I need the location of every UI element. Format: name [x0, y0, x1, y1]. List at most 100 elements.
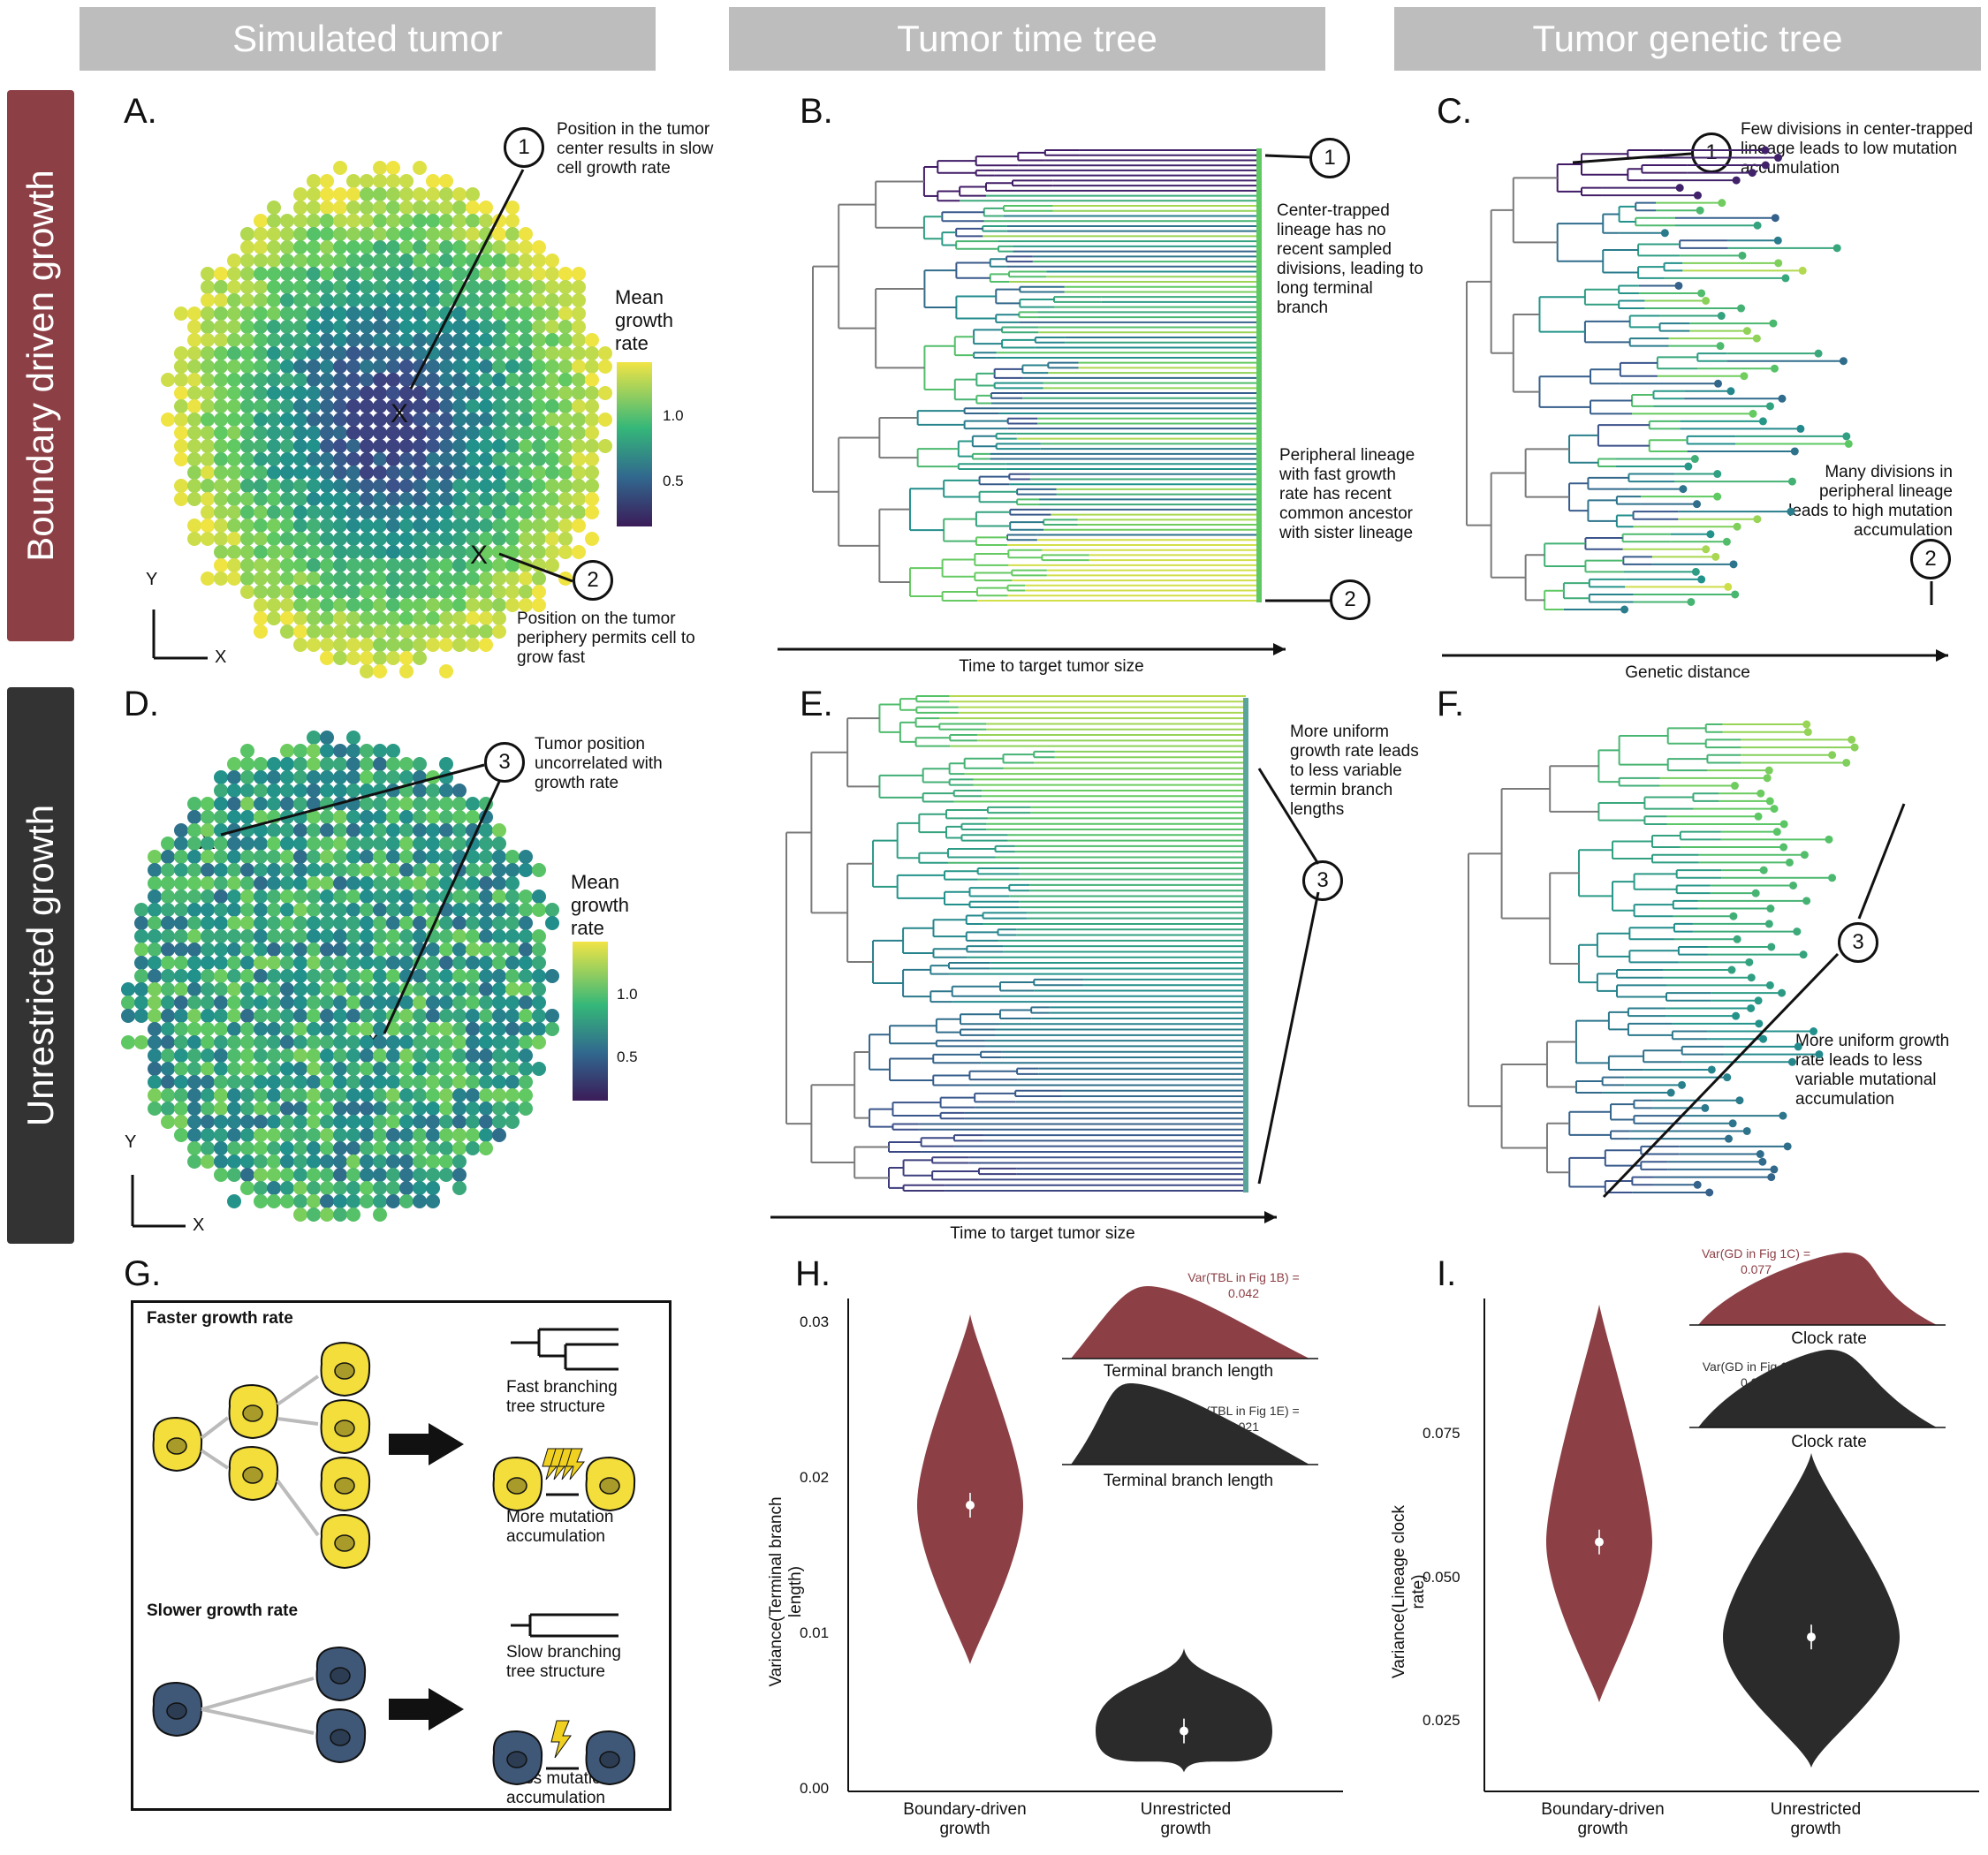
tumor-cell: [267, 479, 281, 493]
tip: [1767, 1173, 1776, 1182]
tumor-cell: [519, 360, 533, 374]
tumor-cell: [227, 996, 241, 1010]
tumor-cell: [201, 333, 215, 347]
tumor-cell: [373, 161, 387, 175]
tumor-cell: [545, 505, 559, 519]
tumor-cell: [399, 1009, 414, 1023]
tumor-cell: [201, 1075, 215, 1089]
tumor-cell: [532, 413, 546, 427]
tumor-cell: [187, 452, 201, 466]
tumor-cell: [452, 850, 467, 864]
tumor-cell: [307, 346, 321, 360]
tumor-cell: [148, 1062, 162, 1076]
tumor-cell: [572, 280, 586, 294]
tumor-cell: [333, 227, 347, 241]
tip: [1832, 244, 1841, 253]
tumor-cell: [373, 293, 387, 307]
tip: [1753, 515, 1762, 524]
tumor-cell: [386, 797, 400, 811]
tumor-cell: [320, 307, 334, 321]
tumor-cell: [479, 413, 493, 427]
tumor-cell: [280, 1062, 294, 1076]
tumor-cell: [307, 996, 321, 1010]
tumor-cell: [360, 651, 374, 665]
tumor-cell: [267, 1102, 281, 1116]
tumor-cell: [413, 850, 427, 864]
tumor-cell: [227, 439, 241, 453]
tumor-cell: [373, 373, 387, 387]
tumor-cell: [360, 664, 374, 678]
tumor-cell: [439, 320, 453, 334]
tumor-cell: [254, 1075, 268, 1089]
tumor-cell: [373, 903, 387, 917]
panel-label-i: I.: [1437, 1254, 1457, 1293]
tumor-cell: [439, 1141, 453, 1155]
tumor-cell: [386, 293, 400, 307]
tumor-cell: [280, 611, 294, 625]
tumor-cell: [479, 320, 493, 334]
tumor-cell: [254, 320, 268, 334]
tumor-cell: [585, 399, 599, 413]
tumor-cell: [320, 585, 334, 599]
tip: [1706, 530, 1715, 539]
tumor-cell: [346, 333, 360, 347]
tumor-cell: [201, 479, 215, 493]
tumor-cell: [267, 1128, 281, 1142]
tumor-cell: [280, 1022, 294, 1036]
tumor-cell: [307, 797, 321, 811]
tumor-cell: [320, 320, 334, 334]
tip: [1724, 1134, 1733, 1143]
tumor-cell: [413, 201, 427, 215]
tumor-cell: [320, 505, 334, 519]
tumor-cell: [293, 810, 307, 824]
tumor-cell: [572, 452, 586, 466]
tumor-cell: [280, 492, 294, 506]
tumor-cell: [439, 201, 453, 215]
tumor-cell: [174, 863, 188, 877]
tip: [1697, 289, 1706, 298]
tumor-cell: [479, 797, 493, 811]
tumor-cell: [267, 598, 281, 612]
tumor-cell: [413, 293, 427, 307]
tumor-cell: [293, 558, 307, 572]
tumor-cell: [386, 916, 400, 930]
tumor-cell: [426, 823, 440, 837]
tumor-cell: [227, 466, 241, 480]
tumor-cell: [267, 1168, 281, 1182]
tumor-cell: [174, 1009, 188, 1023]
tumor-cell: [439, 214, 453, 228]
h-inset-bottom-xlabel: Terminal branch length: [1103, 1472, 1274, 1490]
tumor-cell: [214, 373, 228, 387]
tumor-cell: [452, 1168, 467, 1182]
tumor-cell: [426, 956, 440, 970]
tumor-cell: [254, 625, 268, 639]
phylo-tree: [812, 149, 1259, 602]
tumor-cell: [254, 492, 268, 506]
tumor-cell: [254, 797, 268, 811]
tumor-cell: [373, 876, 387, 890]
tumor-cell: [267, 1155, 281, 1169]
tip: [1758, 1157, 1767, 1166]
tumor-cell: [227, 850, 241, 864]
tumor-cell: [293, 1035, 307, 1049]
tumor-cell: [161, 1035, 175, 1049]
tumor-cell: [426, 307, 440, 321]
tumor-cell: [320, 1035, 334, 1049]
tumor-cell: [373, 452, 387, 466]
tumor-cell: [293, 1194, 307, 1208]
tumor-cell: [267, 797, 281, 811]
tip: [1842, 758, 1851, 767]
tumor-cell: [386, 876, 400, 890]
axis-y-d: Y: [125, 1132, 137, 1152]
tumor-cell: [187, 439, 201, 453]
tumor-cell: [280, 1035, 294, 1049]
tip: [1800, 851, 1809, 859]
tumor-cell: [413, 890, 427, 904]
tumor-cell: [360, 876, 374, 890]
tumor-cell: [519, 386, 533, 400]
tip: [1758, 417, 1767, 426]
tumor-cell: [307, 426, 321, 440]
tumor-cell: [439, 611, 453, 625]
tumor-cell: [333, 744, 347, 758]
tumor-cell: [320, 916, 334, 930]
